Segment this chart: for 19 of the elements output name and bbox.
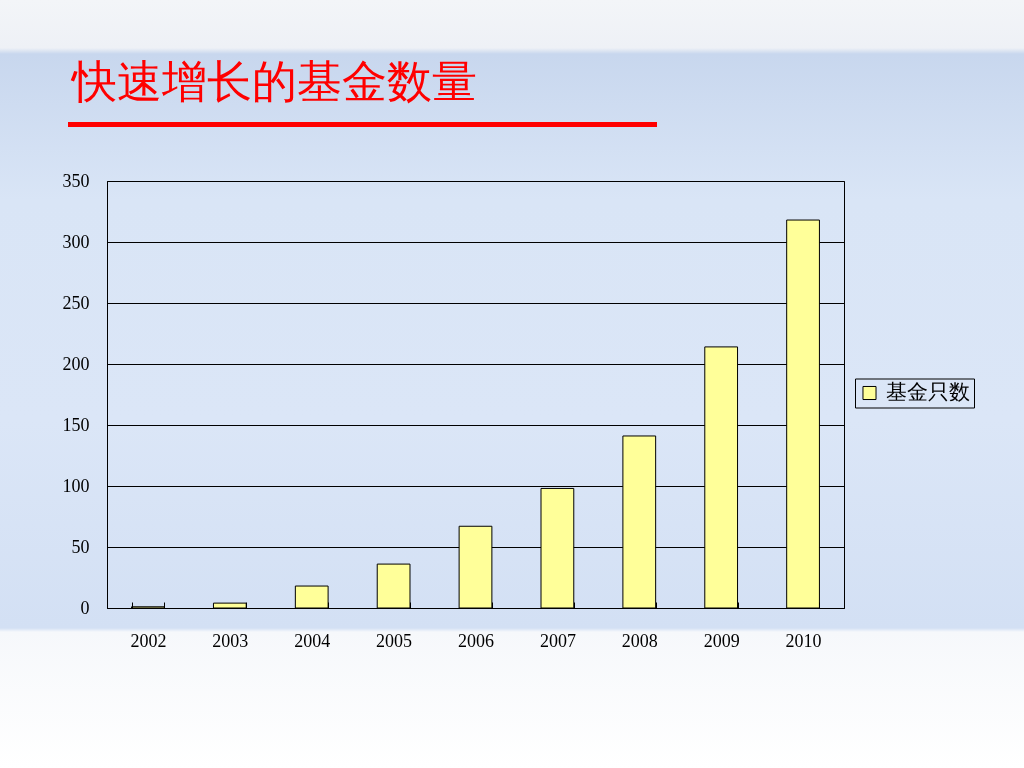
y-tick-label: 0 <box>80 597 90 618</box>
y-tick-label: 100 <box>62 475 90 496</box>
x-tick-label: 2003 <box>212 630 249 651</box>
y-tick-label: 250 <box>62 292 90 313</box>
y-tick-label: 300 <box>62 231 90 252</box>
x-tick-label: 2005 <box>376 630 413 651</box>
x-tick-label: 2004 <box>294 630 331 651</box>
y-tick-label: 50 <box>71 536 90 557</box>
x-tick-label: 2006 <box>458 630 494 651</box>
x-tick-label: 2008 <box>621 630 658 651</box>
y-tick-label: 350 <box>62 170 90 191</box>
legend-label: 基金只数 <box>886 380 970 404</box>
y-tick-label: 200 <box>62 353 90 374</box>
y-tick-label: 150 <box>62 414 90 435</box>
x-tick-label: 2007 <box>539 630 576 651</box>
x-tick-label: 2009 <box>703 630 740 651</box>
x-tick-label: 2010 <box>785 630 822 651</box>
x-tick-label: 2002 <box>130 630 167 651</box>
chart-title: 快速增长的基金数量 <box>72 56 477 108</box>
